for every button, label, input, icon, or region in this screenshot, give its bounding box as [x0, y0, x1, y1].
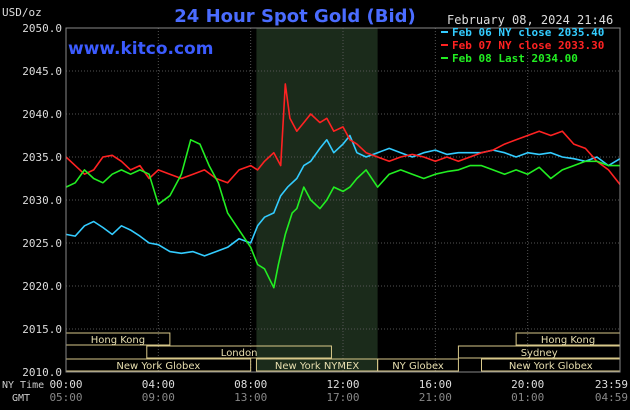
- session-label: Hong Kong: [541, 335, 595, 346]
- y-axis-ticks: 2050.0 2045.0 2040.0 2035.0 2030.0 2025.0 2020…: [22, 22, 62, 379]
- y-tick-label: 2015.0: [22, 323, 62, 336]
- y-tick-label: 2040.0: [22, 108, 62, 121]
- chart-date: February 08, 2024 21:46: [447, 13, 613, 27]
- x-tick-label-ny: 20:00: [511, 378, 544, 391]
- session-box: [146, 345, 332, 359]
- series-line: [65, 139, 620, 289]
- plot-border: [65, 27, 621, 373]
- session-label: NY Globex: [392, 361, 444, 372]
- chart-title: 24 Hour Spot Gold (Bid): [174, 6, 415, 27]
- session-label: Sydney: [521, 348, 558, 359]
- y-tick-label: 2035.0: [22, 151, 62, 164]
- x-tick-label-gmt: 09:00: [142, 391, 175, 404]
- nymex-session-shade: [256, 28, 378, 372]
- series-line: [65, 83, 621, 185]
- x-tick-label-ny: 00:00: [49, 378, 82, 391]
- x-tick-label-gmt: 13:00: [234, 391, 267, 404]
- x-tick-label-gmt: 17:00: [326, 391, 359, 404]
- session-label: New York Globex: [509, 361, 593, 372]
- x-tick-label-ny: 08:00: [234, 378, 267, 391]
- x-tick-label-ny: 12:00: [326, 378, 359, 391]
- series-lines: [65, 83, 621, 289]
- gmt-row-label: GMT: [12, 393, 30, 404]
- x-tick-label-gmt: 04:59: [595, 391, 628, 404]
- session-label: New York Globex: [116, 361, 200, 372]
- session-label: New York NYMEX: [275, 361, 360, 372]
- source-watermark: www.kitco.com: [68, 39, 213, 59]
- x-tick-label-gmt: 21:00: [419, 391, 452, 404]
- x-tick-label-gmt: 05:00: [49, 391, 82, 404]
- y-tick-label: 2050.0: [22, 22, 62, 35]
- session-label: Hong Kong: [91, 335, 145, 346]
- y-axis-unit-label: USD/oz: [2, 6, 42, 19]
- session-label: London: [221, 348, 258, 359]
- legend-entry: Feb 06 NY close 2035.40: [452, 26, 604, 39]
- y-tick-label: 2045.0: [22, 65, 62, 78]
- session-box: [377, 358, 459, 372]
- legend-entry: Feb 08 Last 2034.00: [452, 52, 578, 65]
- ny-time-row-label: NY Time: [2, 380, 44, 391]
- series-line: [65, 134, 621, 257]
- x-tick-label-ny: 04:00: [142, 378, 175, 391]
- y-tick-label: 2010.0: [22, 366, 62, 379]
- y-tick-label: 2025.0: [22, 237, 62, 250]
- y-tick-label: 2030.0: [22, 194, 62, 207]
- y-tick-label: 2020.0: [22, 280, 62, 293]
- x-tick-label-gmt: 01:00: [511, 391, 544, 404]
- x-tick-label-ny: 23:59: [595, 378, 628, 391]
- x-tick-label-ny: 16:00: [419, 378, 452, 391]
- legend-entry: Feb 07 NY close 2033.30: [452, 39, 604, 52]
